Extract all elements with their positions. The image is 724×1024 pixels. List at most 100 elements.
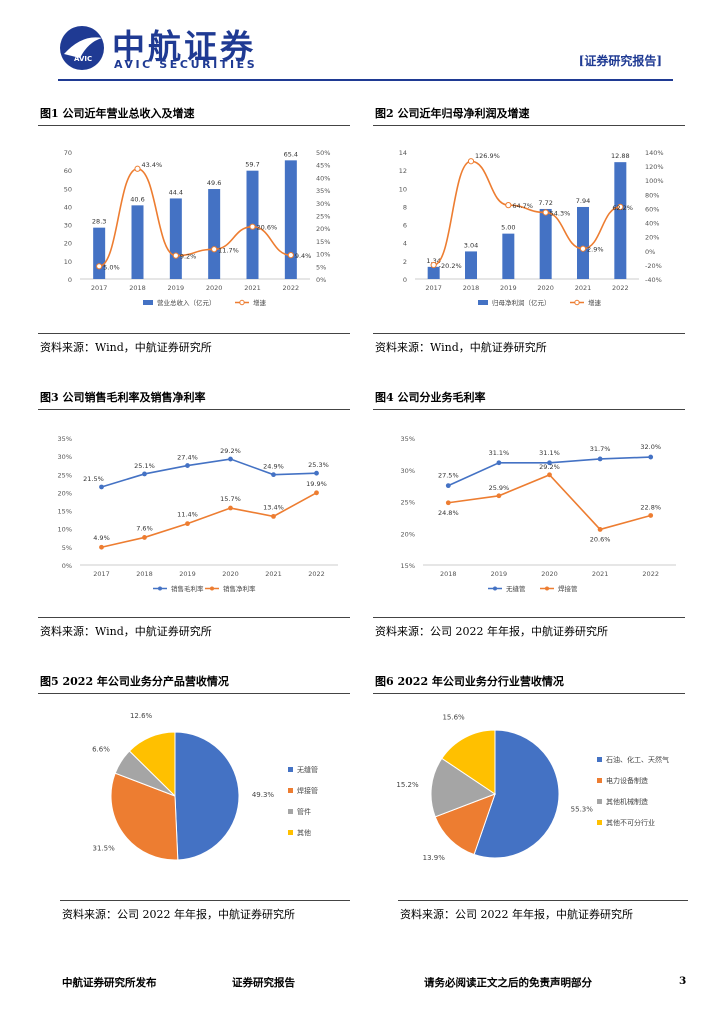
legend-label: 其他机械制造: [606, 797, 648, 806]
y2-tick-label: 15%: [316, 238, 330, 246]
series-value-label: 19.9%: [306, 480, 327, 488]
pie-slice: [174, 731, 240, 861]
growth-point: [211, 246, 218, 253]
series-value-label: 15.7%: [220, 495, 241, 503]
bar: [465, 251, 477, 279]
y-tick-label: 5%: [62, 544, 72, 552]
figure-3-bottom-rule: [38, 617, 350, 618]
bar: [539, 208, 552, 279]
growth-point: [542, 209, 549, 216]
growth-point: [467, 158, 475, 165]
series-value-label: 25.3%: [308, 461, 329, 469]
series-point: [228, 456, 233, 462]
bar: [427, 266, 440, 279]
series-point: [142, 535, 147, 540]
footer-disclaimer: 请务必阅读正文之后的免责声明部分: [424, 977, 592, 989]
legend-label: 管件: [297, 807, 311, 816]
x-tick-label: 2019: [491, 570, 508, 578]
footer-report-type: 证券研究报告: [232, 977, 295, 989]
y-tick-label: 40: [64, 203, 72, 211]
y-tick-label: 35%: [58, 435, 72, 443]
figure-1-bottom-rule: [38, 333, 350, 334]
figure-1-top-rule: [38, 125, 350, 126]
y2-tick-label: 10%: [316, 251, 330, 259]
y2-tick-label: 5%: [316, 263, 326, 271]
net-profit-growth-chart: 0 2 4 6 8 10 12 14 -40% -20% 0% 20% 40% 60% 80% 100% 120…: [399, 149, 664, 307]
growth-point: [134, 165, 141, 172]
series-point: [228, 505, 233, 511]
x-tick-label: 2021: [575, 284, 592, 292]
legend-line-marker: [239, 299, 245, 306]
figure-5-top-rule: [38, 693, 350, 694]
y2-tick-label: 120%: [645, 163, 664, 171]
growth-point: [249, 223, 256, 230]
series-point: [445, 500, 451, 506]
legend-swatch: [597, 757, 602, 762]
y-tick-label: 30%: [58, 453, 72, 461]
pie-value-label: 55.3%: [571, 806, 594, 814]
legend-line-label: 增速: [253, 298, 267, 307]
x-tick-label: 2020: [541, 570, 558, 578]
figure-3-top-rule: [38, 409, 350, 410]
pie-value-label: 6.6%: [92, 745, 110, 753]
series-point: [271, 513, 276, 519]
bar-value-label: 49.6: [207, 179, 221, 187]
bar-value-label: 40.6: [130, 195, 144, 203]
legend-bar-swatch: [143, 300, 153, 305]
bar-value-label: 59.7: [245, 161, 259, 169]
x-tick-label: 2019: [168, 284, 185, 292]
figure-2-source: 资料来源：Wind，中航证券研究所: [375, 341, 547, 354]
growth-value-label: 9.2%: [180, 253, 197, 261]
series-value-label: 31.7%: [590, 445, 611, 453]
series-point: [99, 544, 104, 550]
header-rule: [58, 79, 673, 81]
series-point: [648, 513, 654, 518]
bar: [502, 233, 515, 279]
figure-6-title: 图6 2022 年公司业务分行业营收情况: [375, 675, 564, 688]
y2-tick-label: 0%: [316, 276, 326, 284]
y-tick-label: 20%: [401, 530, 415, 538]
legend-label: 其他: [297, 828, 311, 837]
figure-6-bottom-rule: [398, 900, 688, 901]
x-tick-label: 2020: [206, 284, 223, 292]
pie-slice: [434, 793, 496, 856]
legend-label: 无缝管: [297, 765, 318, 774]
bar: [131, 205, 144, 279]
series-value-label: 31.1%: [489, 449, 510, 457]
bar-value-label: 3.04: [464, 241, 478, 249]
series-value-label: 4.9%: [93, 534, 110, 542]
series-value-label: 11.4%: [177, 511, 198, 519]
legend-bar-label: 营业总收入（亿元）: [157, 298, 216, 307]
series-value-label: 24.9%: [263, 463, 284, 471]
y-tick-label: 8: [403, 203, 407, 211]
growth-point: [96, 263, 103, 270]
x-tick-label: 2018: [129, 284, 146, 292]
y2-tick-label: 40%: [645, 220, 659, 228]
bar-value-label: 7.94: [576, 197, 590, 205]
pie-slice: [110, 772, 179, 861]
y-tick-label: 30%: [401, 467, 415, 475]
growth-value-label: 54.3%: [550, 209, 571, 217]
series-value-label: 24.8%: [438, 509, 459, 517]
growth-value-label: 64.7%: [512, 202, 533, 210]
figure-4-bottom-rule: [373, 617, 685, 618]
y-tick-label: 50: [64, 185, 72, 193]
pie-value-label: 49.3%: [252, 791, 275, 799]
y2-tick-label: 140%: [645, 149, 664, 157]
bar: [284, 160, 297, 279]
series-point: [99, 484, 104, 490]
legend-swatch: [288, 809, 293, 814]
figure-6-top-rule: [373, 693, 685, 694]
bar: [577, 206, 589, 279]
growth-value-label: 5.0%: [103, 263, 120, 271]
bar-value-label: 7.72: [538, 199, 552, 207]
growth-value-label: -20.2%: [439, 262, 462, 270]
avic-logo-icon: AVIC: [60, 26, 104, 70]
series-value-label: 13.4%: [263, 503, 284, 511]
series-point: [597, 527, 603, 532]
x-tick-label: 2018: [440, 570, 457, 578]
y2-tick-label: 20%: [316, 225, 330, 233]
series-value-label: 27.5%: [438, 472, 459, 480]
figure-5-bottom-rule: [60, 900, 350, 901]
series-point: [185, 463, 190, 468]
